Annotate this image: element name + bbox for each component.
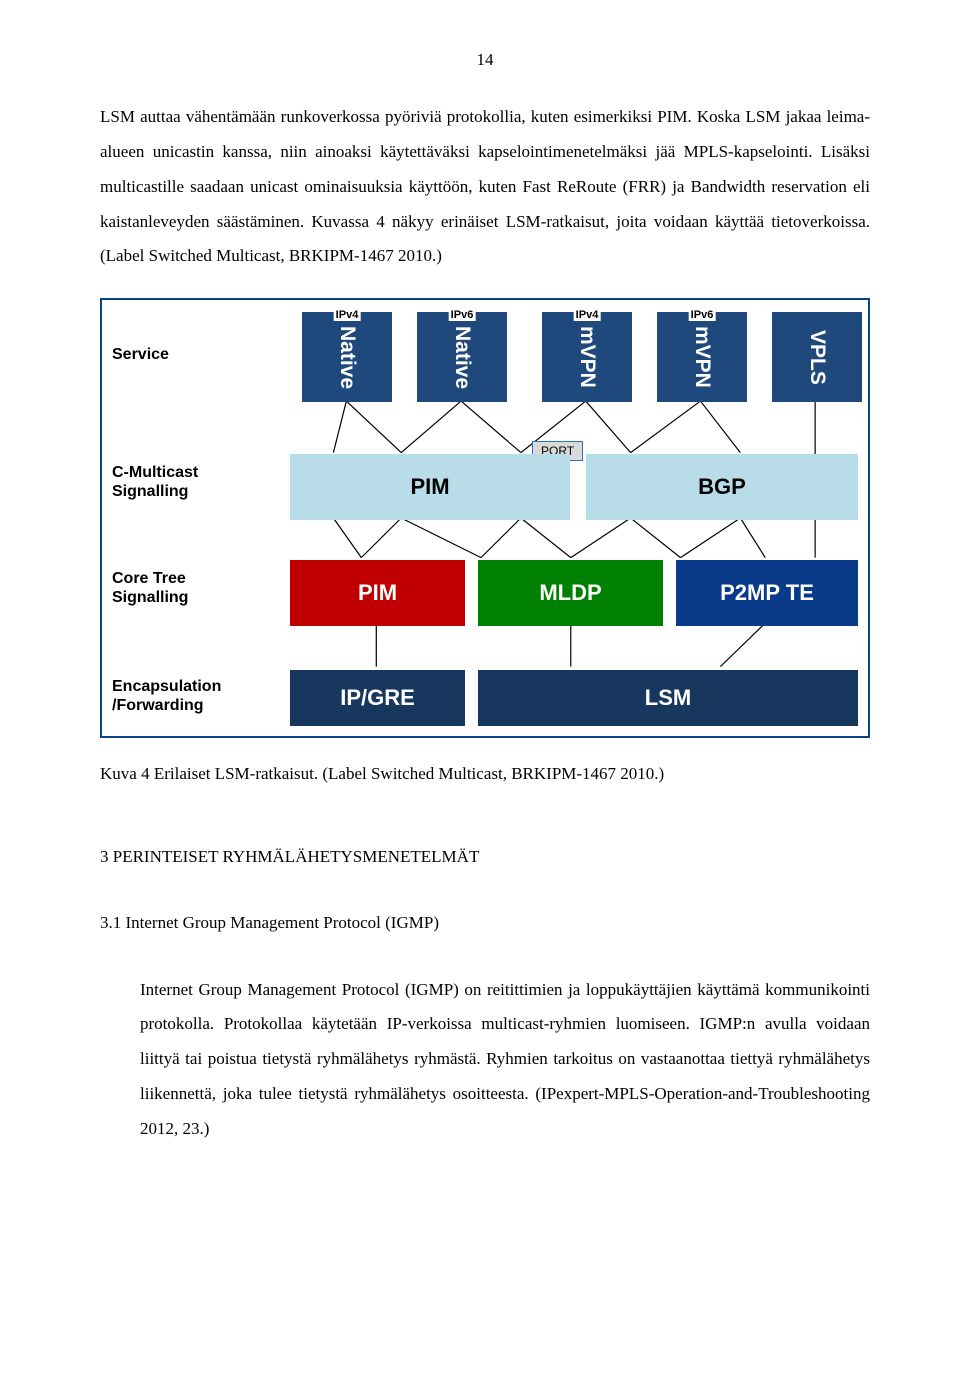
row-label-service: Service [112, 346, 169, 364]
service-box-1: NativeIPv6 [417, 312, 507, 402]
intro-paragraph: LSM auttaa vähentämään runkoverkossa pyö… [100, 100, 870, 274]
row-label-enc: Encapsulation /Forwarding [112, 678, 221, 715]
figure-4: Service C-Multicast Signalling Core Tree… [100, 298, 870, 738]
core-box-p2mp: P2MP TE [676, 560, 858, 626]
figure-caption: Kuva 4 Erilaiset LSM-ratkaisut. (Label S… [100, 758, 870, 790]
service-box-4: VPLS [772, 312, 862, 402]
section-heading: 3 PERINTEISET RYHMÄLÄHETYSMENETELMÄT [100, 847, 870, 867]
igmp-paragraph: Internet Group Management Protocol (IGMP… [140, 973, 870, 1147]
enc-row: IP/GRE LSM [290, 670, 856, 726]
enc-box-lsm: LSM [478, 670, 858, 726]
row-label-core: Core Tree Signalling [112, 570, 188, 607]
service-top-label: IPv6 [689, 309, 716, 321]
enc-box-ipgre: IP/GRE [290, 670, 465, 726]
service-top-label: IPv6 [449, 309, 476, 321]
core-box-pim: PIM [290, 560, 465, 626]
service-top-label: IPv4 [334, 309, 361, 321]
subsection-heading: 3.1 Internet Group Management Protocol (… [100, 913, 870, 933]
service-box-2: mVPNIPv4 [542, 312, 632, 402]
cmc-box-pim: PIM [290, 454, 570, 520]
core-row: PIM MLDP P2MP TE [290, 560, 856, 626]
service-top-label: IPv4 [574, 309, 601, 321]
page-number: 14 [100, 50, 870, 70]
cmc-row: PIM BGP [290, 454, 856, 520]
core-box-mldp: MLDP [478, 560, 663, 626]
service-box-0: NativeIPv4 [302, 312, 392, 402]
cmc-box-bgp: BGP [586, 454, 858, 520]
row-label-cmc: C-Multicast Signalling [112, 464, 198, 501]
service-box-3: mVPNIPv6 [657, 312, 747, 402]
